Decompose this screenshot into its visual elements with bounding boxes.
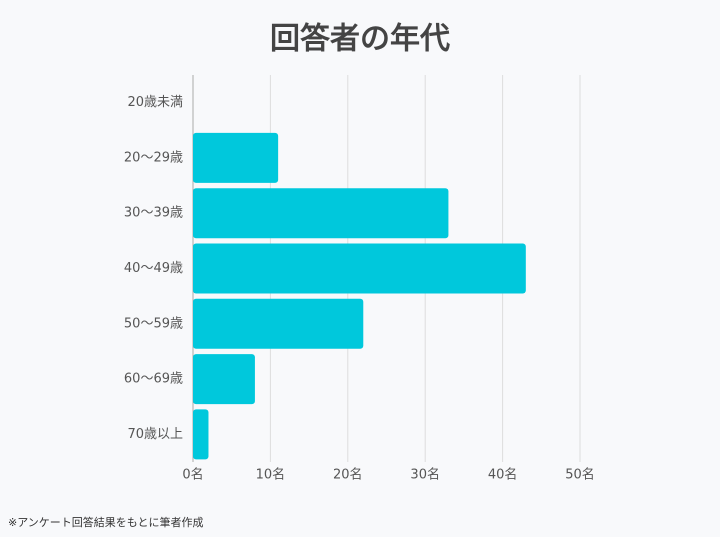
bar xyxy=(193,298,364,349)
y-tick-label: 60〜69歳 xyxy=(124,372,183,387)
x-tick-label: 30名 xyxy=(410,467,440,483)
y-tick-label: 70歳以上 xyxy=(127,427,183,442)
bar xyxy=(193,132,279,183)
footnote: ※アンケート回答結果をもとに筆者作成 xyxy=(8,515,204,529)
x-tick-label: 20名 xyxy=(333,467,363,483)
x-tick-label: 10名 xyxy=(256,467,286,483)
y-tick-label: 20〜29歳 xyxy=(124,150,183,165)
chart-title: 回答者の年代 xyxy=(270,22,450,57)
x-tick-label: 0名 xyxy=(182,467,203,483)
y-tick-label: 30〜39歳 xyxy=(124,206,183,221)
x-tick-label: 40名 xyxy=(488,467,518,483)
bar xyxy=(193,354,255,405)
bar xyxy=(193,188,449,239)
y-tick-label: 50〜59歳 xyxy=(124,316,183,331)
bar xyxy=(193,409,209,460)
y-tick-label: 40〜49歳 xyxy=(124,261,183,276)
x-tick-label: 50名 xyxy=(565,467,595,483)
y-tick-label: 20歳未満 xyxy=(127,95,183,110)
bar xyxy=(193,243,526,294)
